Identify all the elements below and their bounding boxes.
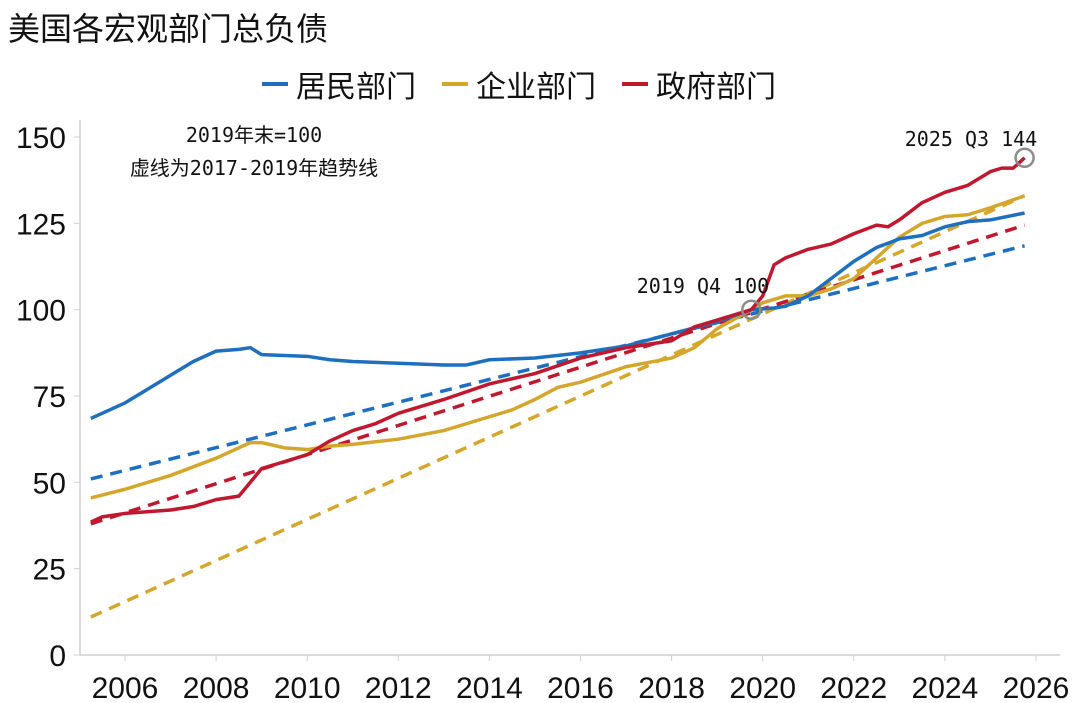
annotation-2025q3: 2025 Q3 144 (905, 127, 1037, 151)
legend-item-household: 居民部门 (262, 62, 416, 106)
y-tick-label: 0 (49, 640, 66, 673)
chart-title: 美国各宏观部门总负债 (8, 10, 329, 48)
legend-label: 居民部门 (296, 70, 416, 105)
legend-swatch (442, 82, 468, 86)
highlight-marker-1 (1014, 147, 1035, 169)
series-line-2 (90, 156, 1026, 524)
x-tick-label: 2026 (1003, 672, 1070, 703)
series-line-0 (90, 211, 1025, 421)
legend-swatch (262, 82, 288, 86)
x-tick-label: 2024 (912, 672, 979, 703)
legend-label: 政府部门 (656, 70, 776, 105)
trend-note: 虚线为2017-2019年趋势线 (130, 156, 378, 180)
annotation-2019q4: 2019 Q4 100 (637, 274, 769, 298)
trend-line-1 (90, 194, 1026, 619)
x-tick-label: 2010 (274, 672, 341, 703)
legend-label: 企业部门 (476, 70, 596, 105)
x-tick-label: 2006 (92, 672, 159, 703)
y-tick-label: 150 (16, 122, 66, 155)
y-tick-label: 100 (16, 295, 66, 328)
x-tick-label: 2008 (183, 672, 250, 703)
legend-item-corporate: 企业部门 (442, 62, 596, 106)
trend-line-2 (90, 223, 1026, 526)
x-tick-label: 2014 (456, 672, 523, 703)
x-tick-label: 2020 (729, 672, 796, 703)
y-tick-label: 75 (33, 381, 66, 414)
y-tick-label: 25 (33, 554, 66, 587)
x-tick-label: 2022 (820, 672, 887, 703)
y-tick-label: 50 (33, 467, 66, 500)
base-note: 2019年末=100 (186, 123, 322, 147)
series-line-1 (90, 194, 1026, 500)
x-tick-label: 2018 (638, 672, 705, 703)
trend-line-0 (90, 244, 1026, 481)
legend-swatch (622, 82, 648, 86)
x-tick-label: 2012 (365, 672, 432, 703)
x-tick-label: 2016 (547, 672, 614, 703)
legend: 居民部门 企业部门 政府部门 (262, 62, 776, 106)
highlight-marker-0 (741, 299, 762, 320)
legend-item-government: 政府部门 (622, 62, 776, 106)
y-tick-label: 125 (16, 208, 66, 241)
